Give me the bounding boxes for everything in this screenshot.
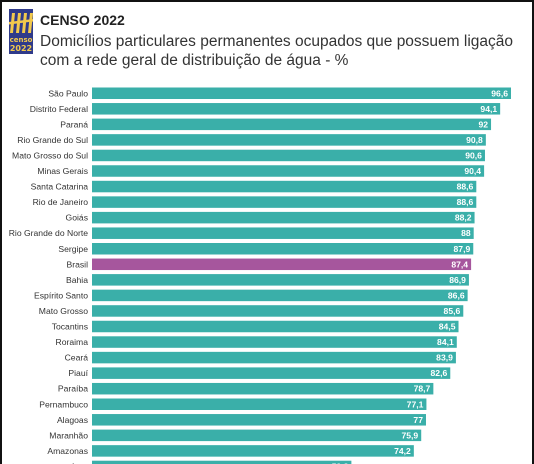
value-label-paraiba: 78,7 [414, 384, 431, 394]
value-label-roraima: 84,1 [437, 337, 454, 347]
category-label-tocantins: Tocantins [52, 322, 88, 332]
value-label-sao-paulo: 96,6 [491, 88, 508, 98]
category-label-amazonas: Amazonas [47, 446, 88, 456]
bar-alagoas [92, 414, 426, 426]
bar-santa-catarina [92, 180, 477, 193]
category-label-maranhao: Maranhão [49, 430, 88, 440]
value-label-bahia: 86,9 [449, 275, 466, 285]
value-label-rio-grande-do-norte: 88 [461, 228, 471, 238]
category-label-sao-paulo: São Paulo [48, 88, 88, 98]
bar-rio-grande-do-norte [92, 227, 474, 239]
bar-tocantins [92, 320, 459, 333]
bar-rio-de-janeiro [92, 196, 477, 208]
value-label-parana: 92 [478, 119, 488, 129]
bar-sao-paulo [92, 87, 511, 99]
bar-maranhao [92, 429, 422, 442]
bar-chart: São Paulo 96,6 Distrito Federal 94,1 Paraná 9… [9, 87, 511, 464]
value-label-brasil: 87,4 [451, 259, 468, 269]
bar-piaui [92, 367, 451, 379]
bar-bahia [92, 274, 469, 286]
value-label-maranhao: 75,9 [401, 430, 418, 440]
category-label-minas-gerais: Minas Gerais [37, 166, 88, 176]
logo-word: censo [9, 36, 33, 44]
value-label-tocantins: 84,5 [439, 322, 456, 332]
censo-logo: censo 2022 [9, 9, 33, 54]
bar-mato-grosso [92, 305, 464, 317]
value-label-ceara: 83,9 [436, 353, 453, 363]
category-label-roraima: Roraima [56, 337, 89, 347]
value-label-mato-grosso: 85,6 [444, 306, 461, 316]
value-label-mato-grosso-do-sul: 90,6 [465, 150, 482, 160]
category-label-bahia: Bahia [66, 275, 88, 285]
bar-goias [92, 211, 475, 224]
bar-rio-grande-do-sul [92, 134, 486, 146]
category-label-piaui: Piauí [68, 368, 88, 378]
value-label-rio-grande-do-sul: 90,8 [466, 135, 483, 145]
category-label-mato-grosso-do-sul: Mato Grosso do Sul [12, 150, 88, 160]
value-label-pernambuco: 77,1 [407, 399, 424, 409]
bar-amazonas [92, 445, 414, 457]
bar-paraiba [92, 382, 434, 395]
brand-title: CENSO 2022 [40, 12, 125, 28]
value-label-distrito-federal: 94,1 [480, 104, 497, 114]
category-label-parana: Paraná [60, 119, 88, 129]
bar-brasil [92, 258, 472, 271]
bar-ceara [92, 351, 456, 364]
value-label-espirito-santo: 86,6 [448, 290, 465, 300]
chart-subtitle: Domicílios particulares permanentes ocup… [40, 33, 514, 69]
bar-pernambuco [92, 398, 427, 410]
logo-year: 2022 [9, 44, 33, 53]
category-label-distrito-federal: Distrito Federal [30, 104, 88, 114]
category-label-pernambuco: Pernambuco [39, 399, 88, 409]
value-label-amazonas: 74,2 [394, 446, 411, 456]
category-label-espirito-santo: Espírito Santo [34, 290, 88, 300]
value-label-rio-de-janeiro: 88,6 [457, 197, 474, 207]
value-label-alagoas: 77 [413, 415, 423, 425]
bar-espirito-santo [92, 289, 468, 302]
bar-distrito-federal [92, 103, 501, 115]
category-label-rio-de-janeiro: Rio de Janeiro [33, 197, 89, 207]
category-label-sergipe: Sergipe [58, 244, 88, 254]
category-label-goias: Goiás [66, 213, 88, 223]
bar-parana [92, 118, 492, 131]
censo-logo-mark-icon [9, 13, 33, 33]
category-label-mato-grosso: Mato Grosso [39, 306, 88, 316]
category-label-paraiba: Paraíba [58, 384, 88, 394]
bar-minas-gerais [92, 165, 485, 177]
value-label-sergipe: 87,9 [454, 244, 471, 254]
value-label-minas-gerais: 90,4 [464, 166, 481, 176]
value-label-piaui: 82,6 [431, 368, 448, 378]
bar-sergipe [92, 243, 474, 255]
category-label-brasil: Brasil [67, 259, 89, 269]
category-label-rio-grande-do-norte: Rio Grande do Norte [9, 228, 89, 238]
category-label-santa-catarina: Santa Catarina [31, 182, 89, 192]
bar-mato-grosso-do-sul [92, 149, 485, 162]
category-label-rio-grande-do-sul: Rio Grande do Sul [17, 135, 88, 145]
bar-roraima [92, 336, 457, 348]
value-label-santa-catarina: 88,6 [457, 182, 474, 192]
category-label-ceara: Ceará [65, 353, 89, 363]
category-label-alagoas: Alagoas [57, 415, 88, 425]
value-label-goias: 88,2 [455, 213, 472, 223]
